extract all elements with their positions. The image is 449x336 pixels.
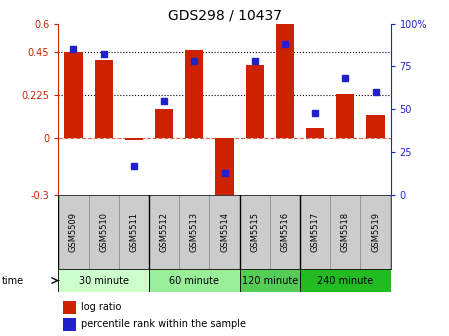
Text: GSM5519: GSM5519 xyxy=(371,212,380,252)
Bar xyxy=(64,52,83,138)
Text: GSM5511: GSM5511 xyxy=(129,212,138,252)
Text: GSM5510: GSM5510 xyxy=(99,212,108,252)
Text: GSM5512: GSM5512 xyxy=(159,212,168,252)
Bar xyxy=(366,115,385,138)
Text: percentile rank within the sample: percentile rank within the sample xyxy=(81,319,246,329)
Text: 60 minute: 60 minute xyxy=(169,276,219,286)
Text: GSM5517: GSM5517 xyxy=(311,212,320,252)
Text: 240 minute: 240 minute xyxy=(317,276,374,286)
Text: 120 minute: 120 minute xyxy=(242,276,298,286)
Bar xyxy=(125,138,143,140)
Bar xyxy=(240,269,300,292)
Text: GSM5518: GSM5518 xyxy=(341,212,350,252)
Text: GSM5513: GSM5513 xyxy=(190,212,199,252)
Text: GSM5515: GSM5515 xyxy=(250,212,259,252)
Bar xyxy=(155,109,173,138)
Bar xyxy=(246,66,264,138)
Bar xyxy=(276,24,294,138)
Bar xyxy=(185,50,203,138)
Text: GSM5514: GSM5514 xyxy=(220,212,229,252)
Text: GSM5516: GSM5516 xyxy=(281,212,290,252)
Bar xyxy=(149,269,240,292)
Text: GSM5509: GSM5509 xyxy=(69,212,78,252)
Bar xyxy=(336,94,354,138)
Text: log ratio: log ratio xyxy=(81,302,121,312)
Text: 30 minute: 30 minute xyxy=(79,276,129,286)
Text: time: time xyxy=(2,276,24,286)
Bar xyxy=(95,60,113,138)
Title: GDS298 / 10437: GDS298 / 10437 xyxy=(167,8,282,23)
Bar xyxy=(300,269,391,292)
Bar xyxy=(216,138,233,203)
Bar xyxy=(58,269,149,292)
Bar xyxy=(306,128,324,138)
